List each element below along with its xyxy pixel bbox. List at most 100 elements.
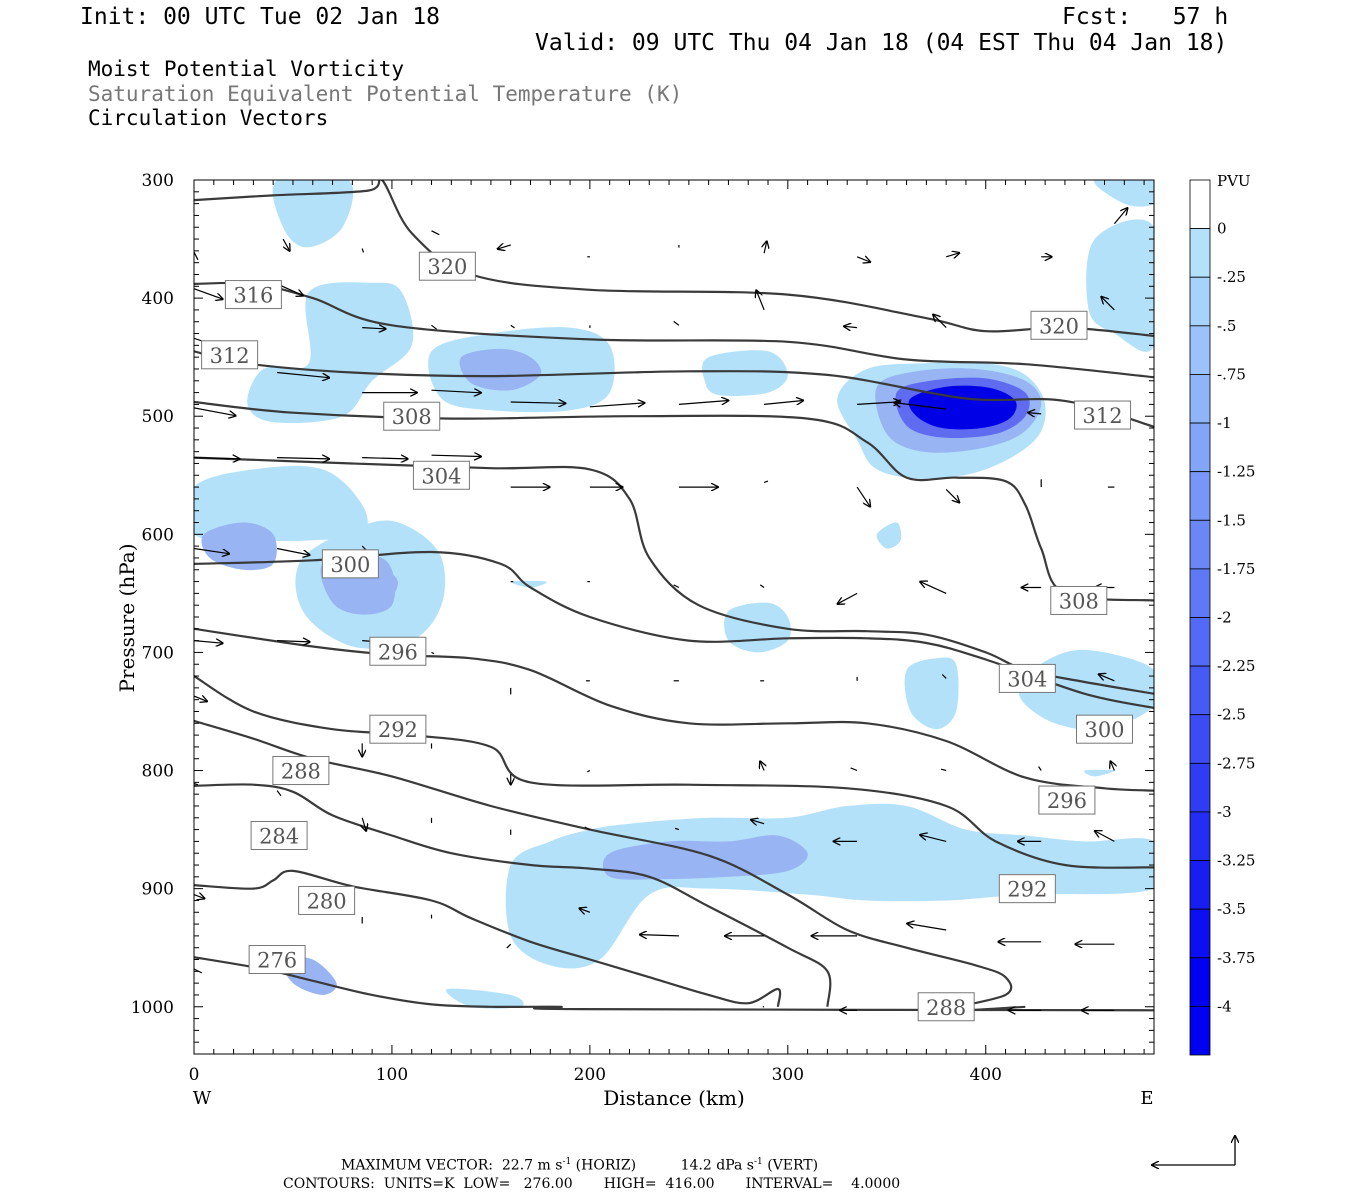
contour-label-text: 308 bbox=[392, 405, 432, 429]
field-theta-title: Saturation Equivalent Potential Temperat… bbox=[88, 82, 683, 106]
circulation-vector bbox=[907, 924, 947, 931]
contour-label-text: 304 bbox=[421, 464, 461, 488]
circulation-vector bbox=[194, 895, 204, 899]
pv-region bbox=[445, 988, 524, 1009]
contour-label-300: 300 bbox=[1076, 714, 1134, 744]
max-vector-horiz-unit: (HORIZ) bbox=[575, 1157, 637, 1174]
x-tick-label: 200 bbox=[574, 1065, 606, 1085]
colorbar-segment bbox=[1189, 665, 1211, 716]
contour-label-text: 288 bbox=[926, 996, 966, 1020]
circulation-vector bbox=[1099, 674, 1115, 682]
circulation-vector bbox=[277, 641, 310, 642]
colorbar-segment bbox=[1189, 325, 1211, 375]
circulation-vector bbox=[431, 455, 481, 456]
circulation-vector bbox=[751, 820, 765, 824]
circulation-vector bbox=[760, 761, 764, 771]
circulation-vector bbox=[1113, 208, 1127, 225]
circulation-vector bbox=[431, 230, 440, 236]
circulation-vector bbox=[194, 407, 236, 416]
circulation-vector bbox=[431, 651, 435, 655]
contour-label-296: 296 bbox=[369, 636, 427, 666]
circulation-vector bbox=[1028, 413, 1042, 414]
x-tick-label: 300 bbox=[772, 1065, 804, 1085]
pv-region bbox=[646, 850, 769, 871]
contour-label-280: 280 bbox=[298, 885, 356, 915]
circulation-vector bbox=[673, 584, 680, 589]
theta-contour-292 bbox=[194, 675, 1154, 869]
field-pv-title: Moist Potential Vorticity bbox=[88, 57, 405, 81]
theta-contour-320 bbox=[194, 180, 1154, 337]
circulation-vector bbox=[1038, 766, 1042, 771]
circulation-vector bbox=[510, 402, 566, 403]
colorbar-unit: PVU bbox=[1217, 172, 1251, 190]
colorbar-tick-label: -2.25 bbox=[1217, 657, 1255, 675]
circulation-vector bbox=[194, 458, 240, 459]
contour-label-text: 316 bbox=[233, 284, 273, 308]
theta-contours bbox=[194, 180, 1154, 1012]
y-tick-label: 600 bbox=[142, 525, 174, 545]
colorbar-tick-label: -3.75 bbox=[1217, 949, 1255, 967]
contour-label-text: 300 bbox=[1084, 718, 1124, 742]
circulation-vector bbox=[844, 326, 858, 327]
contour-labels: 320 320 316 312 312 308 308 304 304 300 300 296 296 2… bbox=[201, 251, 1134, 1022]
circulation-vector bbox=[194, 782, 199, 786]
colorbar-segment bbox=[1189, 568, 1211, 618]
circulation-vector bbox=[674, 827, 680, 831]
colorbar-segment bbox=[1189, 179, 1211, 230]
max-vector-line: MAXIMUM VECTOR: 22.7 m s-1 (HORIZ) 14.2 … bbox=[341, 1157, 818, 1174]
contour-label-312: 312 bbox=[201, 340, 259, 370]
circulation-vector bbox=[584, 826, 591, 831]
colorbar-tick-label: -2.5 bbox=[1217, 706, 1246, 724]
contour-label-308: 308 bbox=[383, 401, 441, 431]
colorbar-segment bbox=[1189, 519, 1211, 570]
colorbar-segment bbox=[1189, 422, 1211, 473]
contour-label-296: 296 bbox=[1038, 785, 1096, 815]
colorbar-tick-label: -2 bbox=[1217, 609, 1232, 627]
colorbar-segment bbox=[1189, 471, 1211, 521]
contour-label-308: 308 bbox=[1050, 585, 1108, 615]
circulation-vector bbox=[282, 238, 290, 251]
circulation-vector bbox=[277, 458, 329, 459]
colorbar-segment bbox=[1189, 374, 1211, 424]
circulation-vector bbox=[580, 908, 591, 912]
theta-contour-288 bbox=[194, 719, 1026, 1012]
contour-label-320: 320 bbox=[418, 251, 476, 281]
pv-region bbox=[1086, 219, 1154, 352]
init-time: Init: 00 UTC Tue 02 Jan 18 bbox=[80, 4, 441, 30]
y-axis-title: Pressure (hPa) bbox=[115, 544, 139, 693]
x-axis-title: Distance (km) bbox=[603, 1086, 745, 1110]
circulation-vector bbox=[506, 943, 512, 949]
pv-region bbox=[201, 522, 277, 571]
pv-colorbar: PVU 0 -.25 -.5 -.75 -1 -1.25 -1.5 -1.75 -2 -2.25 -2… bbox=[1189, 172, 1255, 1056]
pv-region bbox=[510, 580, 547, 588]
circulation-vector bbox=[362, 328, 385, 329]
circulation-vector bbox=[276, 790, 282, 797]
theta-contour-284 bbox=[194, 783, 832, 1007]
circulation-vector bbox=[640, 935, 679, 936]
colorbar-segment bbox=[1189, 617, 1211, 667]
circulation-vector bbox=[498, 245, 511, 249]
y-tick-label: 1000 bbox=[131, 998, 174, 1018]
contour-label-292: 292 bbox=[369, 714, 427, 744]
circulation-vector bbox=[856, 257, 870, 262]
colorbar-segment bbox=[1189, 228, 1211, 278]
colorbar-segment bbox=[1189, 714, 1211, 764]
contour-label-text: 300 bbox=[330, 553, 370, 577]
contour-label-284: 284 bbox=[250, 821, 308, 850]
contour-label-276: 276 bbox=[248, 945, 306, 975]
contour-label-text: 312 bbox=[1082, 404, 1122, 428]
circulation-vector bbox=[945, 488, 959, 502]
colorbar-segment bbox=[1189, 762, 1211, 813]
colorbar-tick-label: -1.25 bbox=[1217, 463, 1255, 481]
circulation-vector bbox=[759, 584, 765, 588]
contour-label-320: 320 bbox=[1030, 310, 1088, 340]
contour-label-292: 292 bbox=[998, 874, 1056, 904]
circulation-vector bbox=[431, 324, 438, 330]
circulation-vector bbox=[1111, 761, 1115, 771]
circulation-vector bbox=[856, 486, 870, 507]
contour-label-304: 304 bbox=[412, 460, 470, 490]
contour-label-text: 308 bbox=[1059, 589, 1099, 613]
colorbar-tick-label: -3 bbox=[1217, 803, 1232, 821]
contour-label-text: 296 bbox=[378, 640, 418, 664]
circulation-vector bbox=[850, 767, 858, 772]
